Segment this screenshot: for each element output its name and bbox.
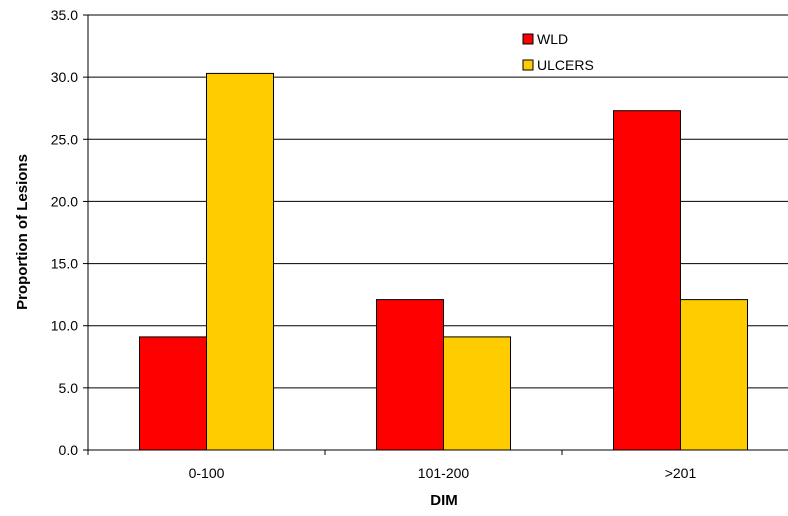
axes — [83, 14, 788, 455]
x-category-label: 0-100 — [189, 465, 225, 481]
legend-label-ulcers: ULCERS — [537, 57, 594, 73]
category-labels: 0-100 101-200 >201 — [189, 465, 697, 481]
legend: WLD ULCERS — [522, 31, 594, 73]
y-tick-label: 5.0 — [59, 380, 79, 396]
legend-label-wld: WLD — [537, 31, 568, 47]
bar-ulcers-0 — [206, 72, 274, 451]
legend-swatch-wld — [522, 33, 534, 45]
bar-wld-0 — [139, 336, 207, 451]
bars — [139, 72, 748, 451]
bar-ulcers-1 — [443, 336, 511, 451]
bar-wld-1 — [376, 299, 444, 451]
x-axis-label: DIM — [430, 492, 458, 509]
x-category-label: >201 — [665, 465, 697, 481]
bar-wld-2 — [613, 110, 681, 451]
tick-labels: 0.0 5.0 10.0 15.0 20.0 25.0 30.0 35.0 — [51, 7, 78, 458]
y-tick-label: 15.0 — [51, 256, 78, 272]
y-tick-label: 35.0 — [51, 7, 78, 23]
y-tick-label: 10.0 — [51, 318, 78, 334]
y-tick-label: 20.0 — [51, 193, 78, 209]
legend-swatch-ulcers — [522, 59, 534, 71]
y-axis-label: Proportion of Lesions — [14, 154, 31, 310]
bar-ulcers-2 — [680, 299, 748, 451]
x-category-label: 101-200 — [418, 465, 470, 481]
y-tick-label: 25.0 — [51, 131, 78, 147]
y-tick-label: 30.0 — [51, 69, 78, 85]
y-tick-label: 0.0 — [59, 442, 79, 458]
